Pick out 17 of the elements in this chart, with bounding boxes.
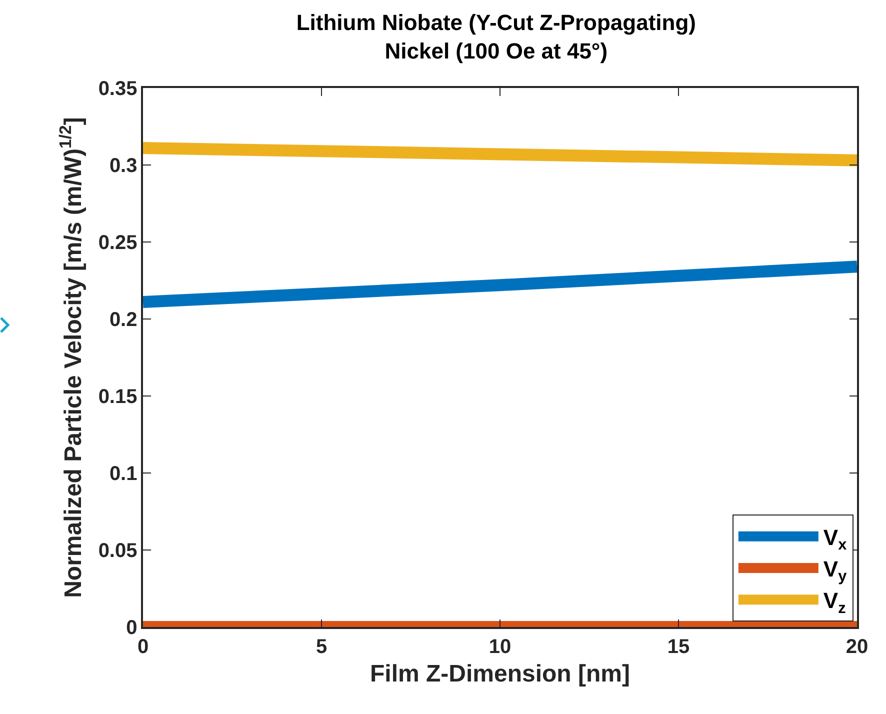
legend-label: V$_{y}$ bbox=[823, 556, 848, 586]
y-tick-label: 0.15 bbox=[98, 386, 138, 408]
y-tick-label: 0.1 bbox=[109, 463, 138, 485]
x-tick-label: 5 bbox=[316, 636, 328, 658]
y-tick-label: 0.3 bbox=[109, 155, 138, 177]
x-tick-label: 10 bbox=[488, 636, 512, 658]
y-tick-label: 0.25 bbox=[98, 232, 138, 254]
y-tick-label: 0.35 bbox=[98, 78, 138, 100]
y-tick-label: 0.2 bbox=[109, 309, 138, 331]
y-tick-label: 0 bbox=[126, 617, 138, 639]
x-tick-label: 15 bbox=[667, 636, 690, 658]
chart-title: Lithium Niobate (Y-Cut Z-Propagating) Nickel (100 Oe at 45°) bbox=[296, 10, 696, 64]
y-tick-label: 0.05 bbox=[98, 540, 138, 562]
x-tick-label: 20 bbox=[846, 636, 868, 658]
x-axis-title: Film Z-Dimension [nm] bbox=[370, 660, 630, 688]
legend-label: V$_{x}$ bbox=[823, 524, 848, 554]
legend-label: V$_{z}$ bbox=[823, 588, 846, 617]
